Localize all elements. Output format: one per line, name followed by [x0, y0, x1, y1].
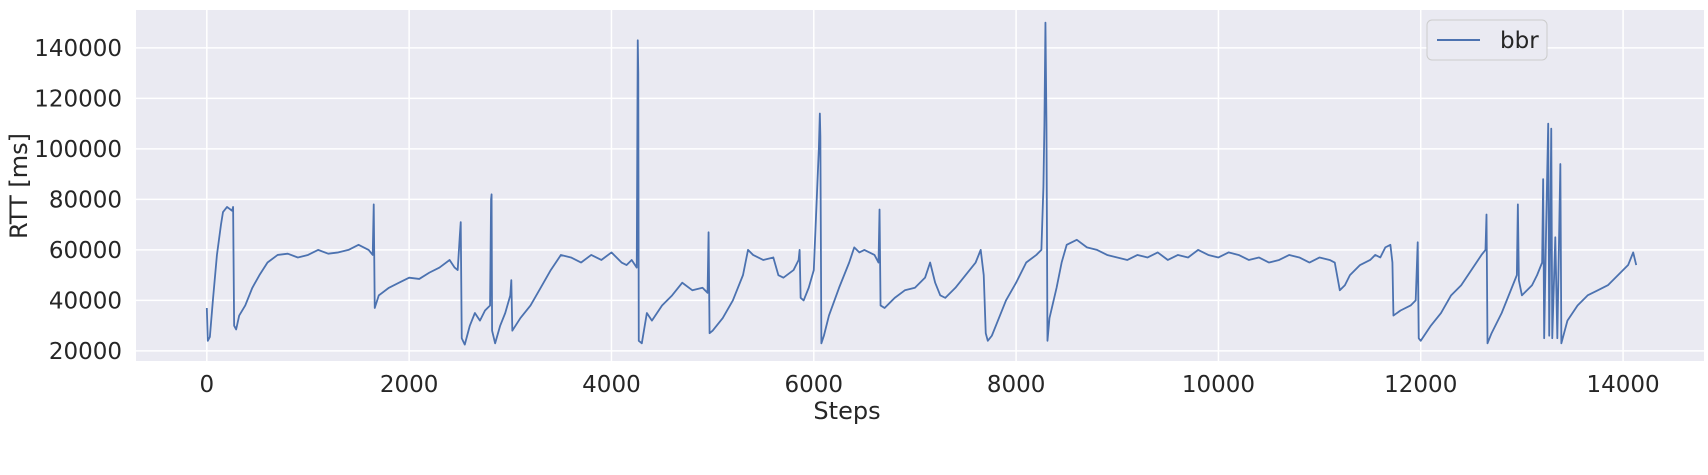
- x-tick-label: 0: [199, 372, 214, 398]
- legend-label-bbr: bbr: [1500, 28, 1539, 54]
- grid-lines: [136, 10, 1704, 361]
- y-tick-label: 40000: [49, 288, 122, 314]
- x-tick-label: 12000: [1384, 372, 1457, 398]
- tick-labels: 0 2000 4000 6000 8000 10000 12000 14000 20000 400…: [34, 36, 1659, 398]
- y-tick-label: 20000: [49, 339, 122, 365]
- y-tick-label: 100000: [34, 137, 122, 163]
- series-line-bbr: [205, 21, 1638, 346]
- x-tick-label: 6000: [785, 372, 844, 398]
- y-tick-label: 140000: [34, 36, 122, 62]
- x-tick-label: 2000: [380, 372, 439, 398]
- legend: bbr: [1426, 19, 1548, 61]
- x-tick-label: 14000: [1586, 372, 1659, 398]
- series-layer: [205, 21, 1638, 346]
- y-tick-label: 120000: [34, 86, 122, 112]
- y-axis-title: RTT [ms]: [5, 133, 33, 239]
- y-tick-label: 80000: [49, 187, 122, 213]
- plot-area-background: [136, 10, 1704, 361]
- legend-box: [1426, 19, 1548, 61]
- y-tick-label: 60000: [49, 238, 122, 264]
- x-axis-title: Steps: [813, 397, 880, 425]
- x-tick-label: 4000: [582, 372, 641, 398]
- x-tick-label: 8000: [987, 372, 1046, 398]
- x-tick-label: 10000: [1182, 372, 1255, 398]
